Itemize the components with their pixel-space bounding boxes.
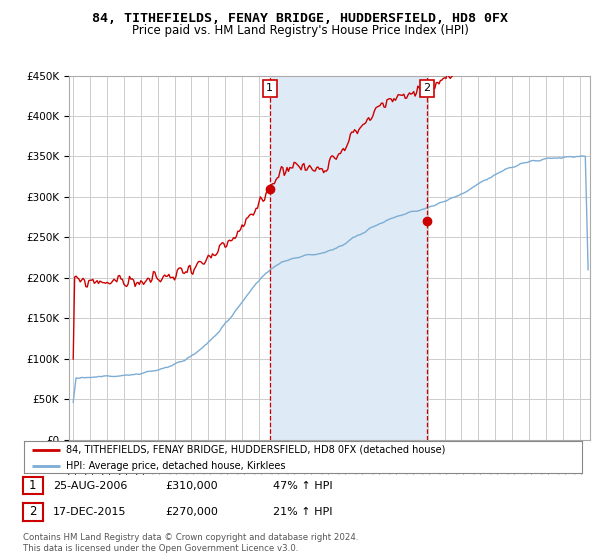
Text: 1: 1 (29, 479, 37, 492)
Text: Price paid vs. HM Land Registry's House Price Index (HPI): Price paid vs. HM Land Registry's House … (131, 24, 469, 36)
Text: HPI: Average price, detached house, Kirklees: HPI: Average price, detached house, Kirk… (66, 461, 286, 471)
Text: 2: 2 (424, 83, 431, 94)
Text: 1: 1 (266, 83, 274, 94)
Text: 84, TITHEFIELDS, FENAY BRIDGE, HUDDERSFIELD, HD8 0FX (detached house): 84, TITHEFIELDS, FENAY BRIDGE, HUDDERSFI… (66, 445, 445, 455)
Text: 17-DEC-2015: 17-DEC-2015 (53, 507, 127, 517)
Text: 2: 2 (29, 505, 37, 519)
Text: 84, TITHEFIELDS, FENAY BRIDGE, HUDDERSFIELD, HD8 0FX: 84, TITHEFIELDS, FENAY BRIDGE, HUDDERSFI… (92, 12, 508, 25)
Bar (270, 76, 427, 440)
Text: £310,000: £310,000 (165, 480, 218, 491)
Text: £270,000: £270,000 (165, 507, 218, 517)
Text: 25-AUG-2006: 25-AUG-2006 (53, 480, 127, 491)
Text: 47% ↑ HPI: 47% ↑ HPI (273, 480, 332, 491)
Text: Contains HM Land Registry data © Crown copyright and database right 2024.
This d: Contains HM Land Registry data © Crown c… (23, 533, 358, 553)
Text: 21% ↑ HPI: 21% ↑ HPI (273, 507, 332, 517)
